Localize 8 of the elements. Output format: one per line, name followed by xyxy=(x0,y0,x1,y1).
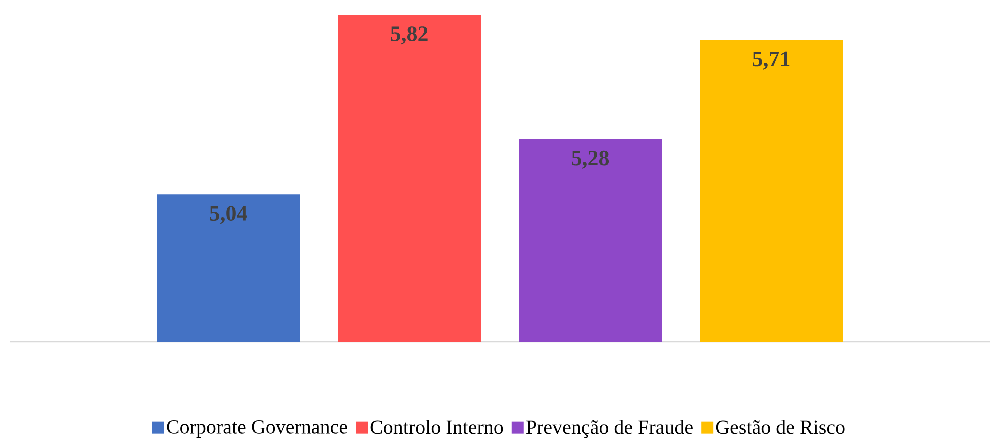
legend-label: Corporate Governance xyxy=(167,420,348,438)
data-label: 5,71 xyxy=(753,52,790,70)
data-label: 5,28 xyxy=(572,150,610,169)
legend-label: Prevenção de Fraude xyxy=(526,420,693,438)
legend-label: Gestão de Risco xyxy=(716,420,845,434)
data-label: 5,04 xyxy=(210,206,248,224)
legend-label: Controlo Interno xyxy=(370,420,504,434)
data-label: 5,82 xyxy=(391,26,428,45)
